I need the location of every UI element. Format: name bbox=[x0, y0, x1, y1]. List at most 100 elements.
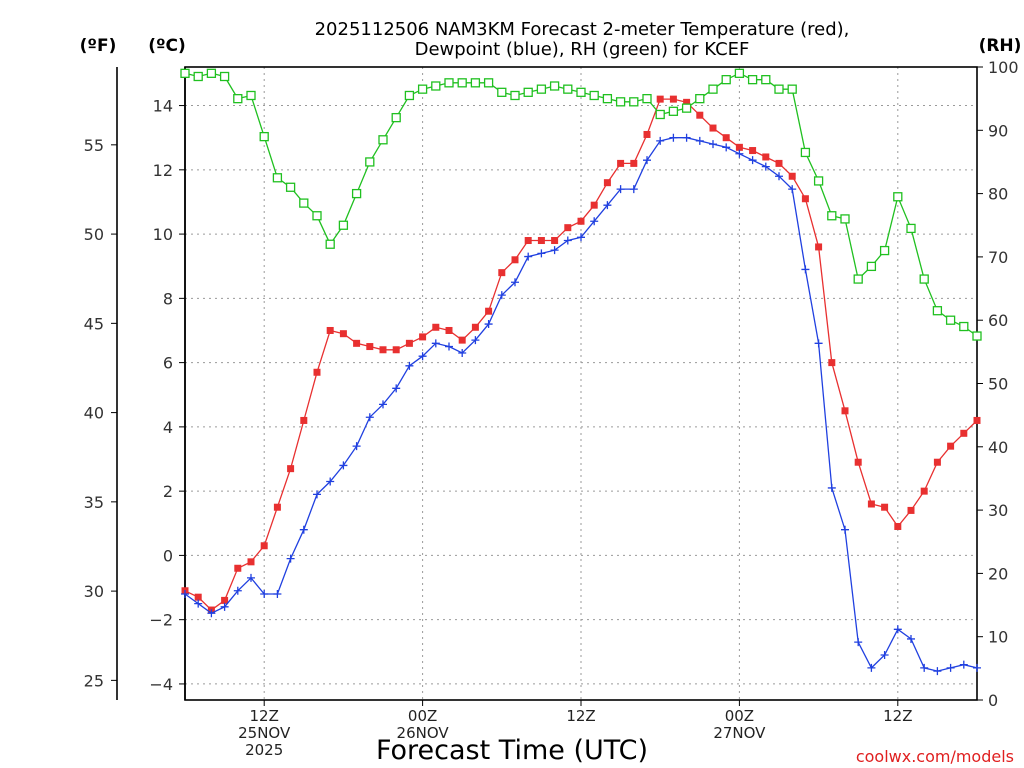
temperature-point bbox=[577, 217, 585, 225]
temperature-point bbox=[854, 458, 862, 466]
temperature-point bbox=[696, 111, 704, 119]
celsius-tick-label: −2 bbox=[149, 611, 173, 630]
rh-point bbox=[417, 84, 428, 94]
rh-point bbox=[470, 78, 481, 88]
temperature-point bbox=[339, 330, 347, 338]
rh-point bbox=[563, 84, 573, 94]
dewpoint-point bbox=[973, 663, 981, 672]
dewpoint-point bbox=[722, 143, 731, 152]
rh-point bbox=[972, 331, 982, 341]
temperature-point bbox=[920, 487, 928, 495]
temperature-point bbox=[247, 558, 255, 566]
temperature-point bbox=[762, 153, 770, 161]
dewpoint-point bbox=[893, 625, 902, 634]
rh-point bbox=[615, 97, 626, 107]
rh-point bbox=[338, 220, 349, 230]
dewpoint-point bbox=[431, 339, 440, 348]
x-axis-title: Forecast Time (UTC) bbox=[376, 735, 648, 766]
rh-point bbox=[483, 78, 494, 88]
dewpoint-point bbox=[352, 442, 361, 451]
celsius-tick-label: 4 bbox=[163, 418, 173, 437]
rh-point bbox=[378, 135, 388, 145]
temperature-point bbox=[260, 542, 268, 550]
time-tick-label: 26NOV bbox=[397, 724, 450, 742]
chart-title-line-1: 2025112506 NAM3KM Forecast 2-meter Tempe… bbox=[315, 19, 850, 40]
dewpoint-point bbox=[247, 573, 255, 582]
dewpoint-point bbox=[326, 477, 335, 486]
temperature-point bbox=[471, 323, 479, 331]
dewpoint-point bbox=[933, 667, 942, 676]
rh-point bbox=[629, 97, 639, 107]
fahrenheit-tick-label: 55 bbox=[84, 136, 104, 155]
temperature-point bbox=[194, 593, 202, 601]
rh-point bbox=[206, 68, 217, 78]
celsius-tick-label: 12 bbox=[153, 161, 173, 180]
dewpoint-point bbox=[801, 265, 810, 274]
temperature-point bbox=[511, 256, 519, 264]
dewpoint-point bbox=[299, 525, 308, 534]
temperature-point bbox=[709, 124, 717, 132]
dewpoint-point bbox=[207, 609, 216, 618]
celsius-tick-label: 0 bbox=[163, 546, 173, 565]
temperature-point bbox=[524, 237, 532, 245]
dewpoint-point bbox=[260, 589, 269, 598]
temperature-point bbox=[392, 346, 400, 354]
celsius-tick-label: 2 bbox=[163, 482, 173, 501]
temperature-point bbox=[933, 458, 941, 466]
time-tick-label: 00Z bbox=[408, 707, 437, 725]
site-credit: coolwx.com/models bbox=[856, 747, 1014, 766]
rh-point bbox=[893, 192, 903, 202]
rh-point bbox=[404, 90, 415, 101]
rh-tick-label: 40 bbox=[988, 438, 1008, 457]
rh-point bbox=[272, 173, 283, 183]
time-tick-label: 25NOV bbox=[238, 724, 291, 742]
fahrenheit-unit-label: (ºF) bbox=[80, 36, 117, 56]
temperature-point bbox=[313, 368, 321, 376]
temperature-point bbox=[366, 343, 374, 351]
temperature-point bbox=[656, 95, 664, 103]
rh-point bbox=[721, 75, 731, 85]
dewpoint-point bbox=[392, 384, 401, 393]
time-tick-label: 2025 bbox=[245, 741, 283, 759]
rh-point bbox=[602, 94, 613, 104]
temperature-point bbox=[894, 522, 902, 530]
temperature-point bbox=[881, 503, 889, 511]
temperature-point bbox=[564, 224, 572, 232]
dewpoint-point bbox=[445, 342, 453, 351]
rh-point bbox=[906, 223, 916, 234]
rh-point bbox=[497, 87, 507, 97]
dewpoint-point bbox=[550, 246, 559, 255]
rh-point bbox=[827, 211, 837, 221]
temperature-point bbox=[353, 339, 361, 347]
dewpoint-point bbox=[458, 348, 467, 357]
dewpoint-point bbox=[748, 156, 757, 165]
rh-point bbox=[800, 147, 811, 158]
rh-point bbox=[695, 94, 705, 104]
rh-point bbox=[536, 84, 547, 94]
dewpoint-point bbox=[194, 599, 203, 608]
rh-point bbox=[523, 87, 533, 97]
rh-tick-label: 20 bbox=[988, 564, 1008, 583]
rh-point bbox=[642, 94, 652, 104]
dewpoint-point bbox=[418, 352, 427, 361]
temperature-point bbox=[960, 429, 968, 437]
dewpoint-point bbox=[788, 185, 797, 194]
celsius-unit-label: (ºC) bbox=[148, 36, 186, 56]
temperature-point bbox=[907, 506, 915, 514]
time-tick-label: 12Z bbox=[250, 707, 279, 725]
rh-tick-label: 30 bbox=[988, 501, 1008, 520]
temperature-point bbox=[551, 237, 559, 245]
temperature-point bbox=[669, 95, 677, 103]
rh-point bbox=[681, 103, 692, 113]
series-dewpoint bbox=[181, 133, 981, 676]
rh-unit-label: (RH) bbox=[979, 36, 1022, 56]
dewpoint-point bbox=[286, 554, 295, 563]
rh-point bbox=[959, 321, 969, 332]
rh-point bbox=[285, 182, 296, 192]
rh-tick-label: 80 bbox=[988, 185, 1008, 204]
rh-point bbox=[259, 131, 269, 142]
rh-point bbox=[853, 274, 863, 284]
rh-point bbox=[444, 78, 454, 88]
dewpoint-point bbox=[220, 602, 229, 611]
rh-tick-label: 50 bbox=[988, 375, 1008, 394]
